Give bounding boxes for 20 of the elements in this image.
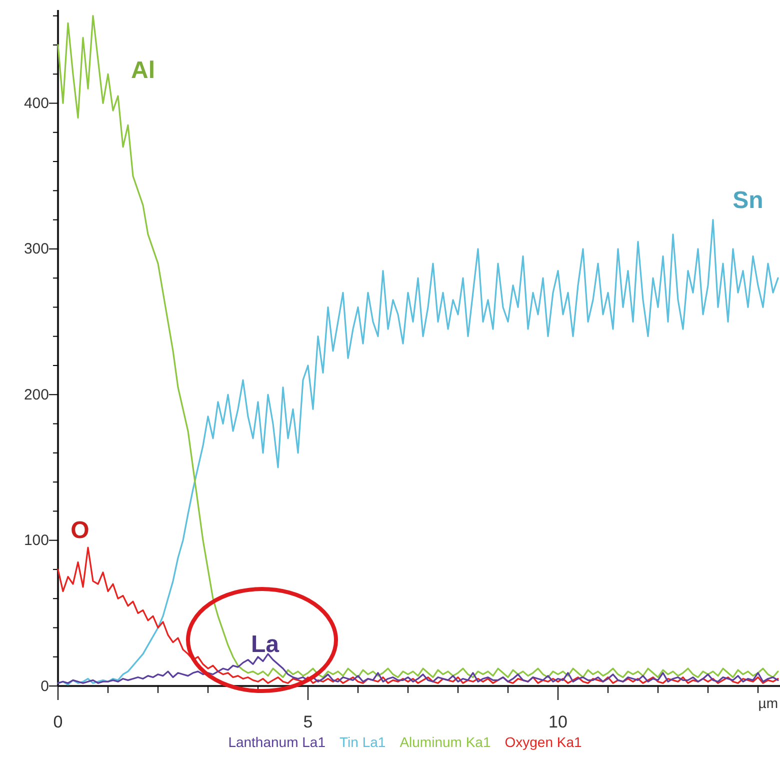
x-tick-label: 10 [548,712,568,732]
line-series [57,546,779,684]
y-tick-label: 200 [24,386,49,404]
line-series [57,15,779,678]
text: Lanthanum La1 [228,734,326,750]
x-tick-label: 5 [303,712,313,732]
y-tick-label: 300 [24,240,49,258]
y-tick-label: 0 [40,678,49,695]
x-tick-label: 0 [53,712,63,732]
y-tick-label: 100 [24,532,49,550]
annotation: O [70,517,90,544]
text: Aluminum Ka1 [400,734,491,750]
y-tick-label: 400 [24,95,49,112]
text: Oxygen Ka1 [504,734,582,750]
line-series [57,653,779,684]
annotation: Al [131,57,155,84]
annotation: Sn [732,187,764,214]
text: Tin La1 [340,734,386,750]
annotation: La [250,631,280,658]
x-axis-title: µm [758,695,778,711]
